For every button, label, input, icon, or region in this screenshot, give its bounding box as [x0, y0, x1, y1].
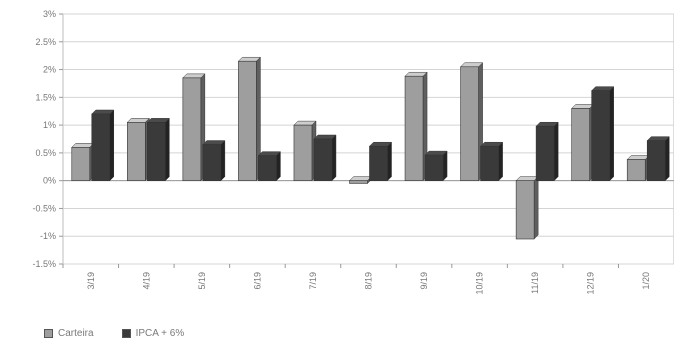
legend: Carteira IPCA + 6% — [44, 326, 184, 340]
x-tick-label: 11/19 — [530, 272, 540, 294]
x-tick-label: 6/19 — [252, 272, 262, 290]
bar-ipca — [479, 141, 504, 182]
legend-label-ipca: IPCA + 6% — [135, 327, 185, 339]
bar-carteira — [182, 73, 206, 182]
bar-ipca — [91, 109, 115, 182]
y-tick-label: 1% — [43, 120, 56, 130]
y-axis-ticks: 3% 2.5% 2% 1.5% 1% 0.5% 0% -0.5% -1% -1.5% — [32, 9, 63, 269]
y-tick-label: -1% — [40, 231, 56, 241]
y-tick-label: 3% — [43, 9, 56, 19]
bar-ipca — [257, 151, 282, 182]
legend-item-ipca: IPCA + 6% — [121, 327, 185, 339]
legend-swatch-carteira — [44, 328, 53, 338]
x-axis-ticks: 3/19 4/19 5/19 6/19 7/19 8/19 9/19 10/19 11/19 12… — [62, 264, 651, 295]
y-tick-label: -1.5% — [32, 259, 56, 269]
bar-ipca — [591, 86, 615, 182]
x-tick-label: 12/19 — [586, 272, 596, 295]
x-tick-label: 9/19 — [419, 272, 429, 290]
bar-ipca — [202, 139, 226, 182]
bar-ipca — [424, 150, 448, 182]
bars — [71, 56, 670, 240]
bar-carteira — [459, 62, 484, 182]
bar-carteira — [515, 176, 539, 240]
legend-label-carteira: Carteira — [58, 327, 94, 339]
x-tick-label: 10/19 — [475, 272, 485, 295]
bar-carteira — [348, 176, 373, 185]
y-tick-label: -0.5% — [32, 203, 56, 213]
y-tick-label: 0.5% — [35, 148, 56, 158]
bar-carteira — [126, 117, 150, 182]
legend-item-carteira: Carteira — [44, 328, 94, 339]
x-tick-label: 4/19 — [141, 272, 151, 290]
y-tick-label: 0% — [43, 176, 56, 186]
bar-carteira — [571, 103, 595, 182]
y-tick-label: 2.5% — [35, 37, 56, 47]
x-tick-label: 8/19 — [364, 272, 374, 290]
bar-ipca — [535, 121, 559, 182]
bar-ipca — [313, 134, 337, 182]
x-tick-label: 7/19 — [308, 272, 318, 290]
bar-carteira — [293, 120, 317, 182]
bar-ipca — [146, 117, 170, 182]
bar-carteira — [404, 71, 428, 182]
bar-ipca — [368, 141, 393, 182]
y-tick-label: 2% — [43, 65, 56, 75]
x-tick-label: 1/20 — [641, 272, 651, 290]
bar-carteira — [626, 154, 650, 182]
y-tick-label: 1.5% — [35, 92, 56, 102]
bar-carteira — [237, 56, 262, 182]
bar-carteira — [71, 142, 95, 182]
x-tick-label: 3/19 — [86, 272, 96, 290]
legend-swatch-ipca — [121, 328, 131, 338]
x-tick-label: 5/19 — [197, 272, 207, 290]
bar-ipca — [646, 136, 670, 182]
